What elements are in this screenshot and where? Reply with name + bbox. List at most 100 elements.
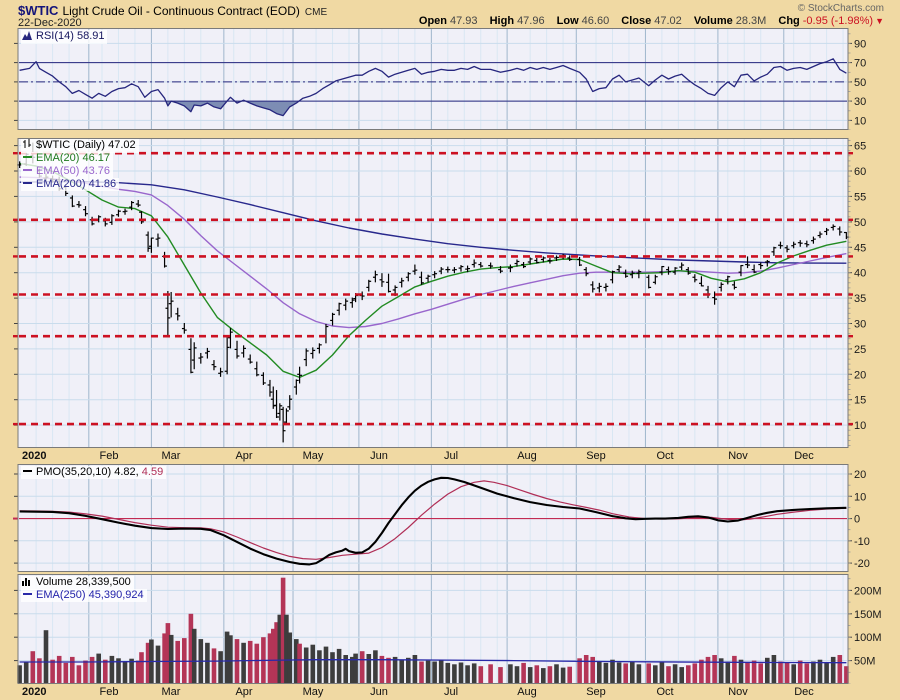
plot-background — [18, 28, 848, 130]
volume-panel-chart: 50M 100M 150M 200M — [14, 574, 882, 684]
open-label: Open — [418, 15, 448, 27]
month-axis-lower: 2020 Feb Mar Apr May Jun Jul Aug Sep Oct Nov Dec — [0, 685, 900, 700]
month-label: Feb — [99, 686, 119, 698]
y-axis-label: 45 — [854, 242, 866, 254]
volume-ema-swatch-icon — [23, 593, 32, 596]
pmo-panel-chart: -20 -10 0 10 20 — [13, 464, 870, 572]
y-axis-label: 20 — [854, 469, 866, 481]
y-axis-label: 20 — [854, 369, 866, 381]
y-axis-label: 200M — [854, 585, 882, 597]
month-label: Aug — [517, 450, 537, 462]
y-axis-label: 10 — [854, 491, 866, 503]
pmo-legend: PMO(35,20,10) 4.82, 4.59 — [21, 466, 167, 479]
stockcharts-credit: © StockCharts.com — [797, 3, 884, 14]
y-axis-label: 10 — [854, 420, 866, 432]
y-axis-label: 90 — [854, 38, 866, 50]
chg-down-arrow-icon: ▼ — [875, 16, 884, 26]
rsi-panel-chart: 10 30 50 70 90 — [14, 28, 866, 130]
symbol-ticker: $WTIC — [18, 3, 59, 18]
month-label: Jun — [370, 450, 388, 462]
ema200-legend-label: EMA(200) 41.86 — [36, 178, 117, 190]
volume-label: Volume — [693, 15, 733, 27]
pmo-line — [19, 476, 847, 566]
month-label: Dec — [794, 686, 814, 698]
y-axis-label: 40 — [854, 268, 866, 280]
pmo-swatch-icon — [23, 470, 32, 473]
month-label: Apr — [235, 686, 253, 698]
month-label: 2020 — [22, 450, 47, 462]
close-label: Close — [621, 15, 652, 27]
volume-ema-legend-label: EMA(250) 45,390,924 — [36, 589, 144, 601]
high-value: 47.96 — [517, 15, 545, 27]
month-label: Mar — [161, 686, 181, 698]
month-label: 2020 — [22, 686, 47, 698]
month-label: Apr — [235, 450, 253, 462]
month-label: Feb — [99, 450, 119, 462]
price-legend-label: $WTIC (Daily) 47.02 — [36, 139, 136, 151]
y-axis-label: 30 — [854, 319, 866, 331]
month-label: Mar — [161, 450, 181, 462]
volume-ema-legend: EMA(250) 45,390,924 — [21, 589, 147, 602]
month-label: May — [302, 450, 324, 462]
volume-bars-icon — [22, 577, 32, 590]
instrument-name: Light Crude Oil - Continuous Contract (E… — [62, 4, 300, 18]
y-axis-label: 100M — [854, 632, 882, 644]
price-legend: $WTIC (Daily) 47.02 — [21, 139, 139, 153]
plot-background — [18, 138, 848, 448]
chg-label: Chg — [778, 15, 800, 27]
month-label: Sep — [586, 686, 606, 698]
month-label: Jul — [443, 686, 459, 698]
volume-legend: Volume 28,339,500 — [21, 576, 134, 590]
ema50-legend: EMA(50) 43.76 — [21, 165, 113, 178]
y-axis-label: 30 — [854, 96, 866, 108]
month-label: Sep — [586, 450, 606, 462]
chart-date: 22-Dec-2020 — [18, 17, 82, 29]
volume-value: 28.3M — [735, 15, 767, 27]
y-axis-label: 60 — [854, 166, 866, 178]
volume-legend-label: Volume 28,339,500 — [36, 576, 131, 588]
y-axis-label: 55 — [854, 191, 866, 203]
rsi-indicator-icon — [22, 31, 32, 44]
y-axis-label: -10 — [854, 536, 870, 548]
pmo-signal-value: 4.59 — [141, 466, 164, 478]
ema200-swatch-icon — [23, 182, 32, 185]
ema20-swatch-icon — [23, 156, 32, 159]
chart-title: $WTIC Light Crude Oil - Continuous Contra… — [18, 3, 327, 18]
y-axis-label: 150M — [854, 609, 882, 621]
volume-bars — [17, 577, 849, 683]
panel-border — [17, 138, 849, 448]
rsi-legend-label: RSI(14) 58.91 — [36, 30, 105, 42]
exchange-label: CME — [304, 7, 328, 18]
month-label: Oct — [656, 450, 674, 462]
low-label: Low — [556, 15, 579, 27]
month-label: Nov — [728, 686, 748, 698]
panel-border — [17, 464, 849, 572]
y-axis-label: 0 — [854, 514, 860, 526]
month-label: Oct — [656, 686, 674, 698]
ema20-legend: EMA(20) 46.17 — [21, 152, 113, 165]
volume-ema-line — [19, 659, 847, 664]
chg-value: -0.95 (-1.98%) — [802, 15, 874, 27]
month-label: Jul — [443, 450, 459, 462]
ohlc-quote-row: Open 47.93 High 47.96 Low 46.60 Close 47.02 … — [419, 15, 884, 27]
month-label: Nov — [728, 450, 748, 462]
y-axis-label: -20 — [854, 558, 870, 570]
ema50-swatch-icon — [23, 169, 32, 172]
ema50-legend-label: EMA(50) 43.76 — [36, 165, 110, 177]
ema20-line — [19, 162, 847, 379]
panel-border — [17, 574, 849, 684]
y-axis-label: 25 — [854, 344, 866, 356]
ema20-legend-label: EMA(20) 46.17 — [36, 152, 110, 164]
close-value: 47.02 — [654, 15, 682, 27]
rsi-line — [19, 58, 847, 117]
y-axis-label: 50M — [854, 656, 875, 668]
panel-border — [17, 28, 849, 130]
y-axis-label: 10 — [854, 115, 866, 127]
high-label: High — [489, 15, 515, 27]
ema50-line — [19, 176, 847, 329]
y-axis-label: 15 — [854, 395, 866, 407]
month-label: Aug — [517, 686, 537, 698]
ema200-line — [19, 181, 847, 264]
open-value: 47.93 — [450, 15, 478, 27]
